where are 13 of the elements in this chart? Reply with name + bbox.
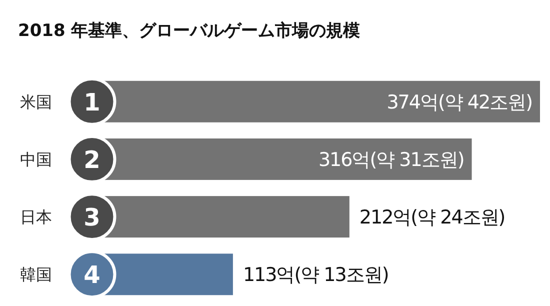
y-tick-label: 中国 (20, 150, 52, 169)
annotation: 1 (84, 88, 100, 116)
annotation: 4 (84, 261, 100, 290)
annotation: 2 (84, 146, 100, 174)
data-label: 212억(약 24조원) (359, 206, 505, 229)
data-label: 316억(약 31조원) (318, 149, 464, 172)
y-tick-label: 日本 (20, 208, 52, 227)
chart-title: 2018 年基準、グローバルゲーム市場の規模 (18, 21, 360, 41)
annotation: 3 (84, 203, 100, 232)
data-label: 113억(약 13조원) (242, 264, 388, 286)
y-tick-label: 米国 (20, 92, 52, 112)
y-tick-label: 韓国 (20, 265, 52, 284)
data-label: 374억(약 42조원) (386, 91, 532, 114)
